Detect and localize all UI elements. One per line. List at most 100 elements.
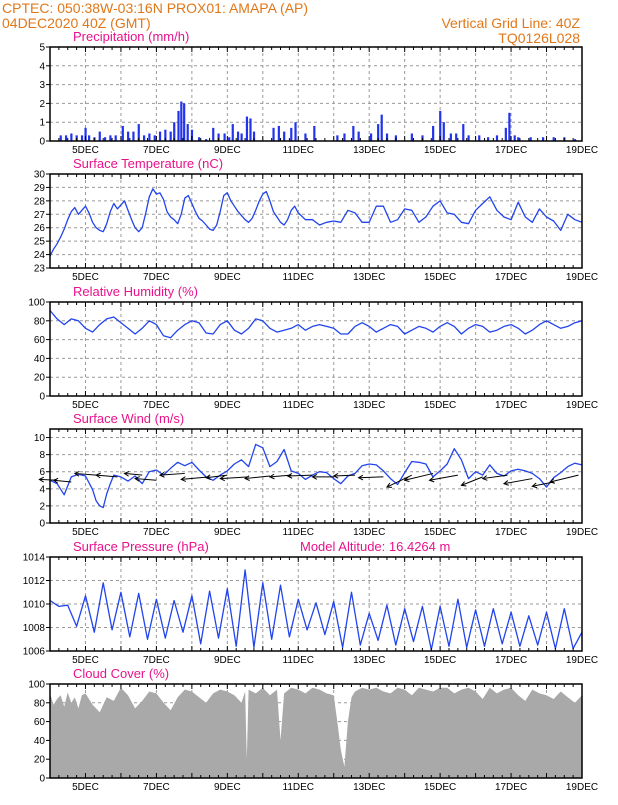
precip-bar <box>495 135 499 141</box>
precip-bar <box>142 135 146 141</box>
precip-bar <box>249 118 252 141</box>
x-tick-label: 11DEC <box>283 272 315 283</box>
wind-arrow-head <box>158 472 165 478</box>
x-tick-label: 13DEC <box>353 272 385 283</box>
wind-arrow <box>549 474 579 484</box>
wind-arrow-shaft <box>135 478 157 481</box>
x-tick-label: 13DEC <box>353 400 385 411</box>
wind-arrow-head <box>134 476 140 482</box>
precip-bar <box>245 116 249 141</box>
y-tick-label: 4 <box>39 484 45 495</box>
x-tick-label: 19DEC <box>566 782 598 793</box>
y-tick-label: 10 <box>34 433 46 444</box>
wind-arrow-shaft <box>205 474 228 479</box>
wind-arrow-shaft <box>503 478 533 485</box>
wind-arrow-head <box>180 476 187 482</box>
cloud-area <box>50 687 582 778</box>
precip-bar <box>343 133 346 141</box>
y-tick-label: 1006 <box>23 647 46 658</box>
y-tick-label: 1012 <box>23 576 46 587</box>
x-tick-label: 15DEC <box>424 145 456 156</box>
y-tick-label: 1014 <box>23 553 46 564</box>
wind-arrow <box>180 476 210 482</box>
x-tick-label: 17DEC <box>495 655 527 666</box>
precip-bar <box>164 129 167 141</box>
x-tick-label: 9DEC <box>214 272 241 283</box>
wind-arrow <box>286 473 313 479</box>
wind-arrow-head <box>268 473 275 480</box>
panel-annotation: Model Altitude: 16.4264 m <box>300 539 450 554</box>
y-tick-label: 40 <box>34 354 46 365</box>
y-tick-label: 60 <box>34 335 46 346</box>
precip-bar <box>80 135 84 141</box>
precip-bar <box>380 114 383 141</box>
precip-bar <box>313 125 316 141</box>
precip-bar <box>283 131 286 141</box>
y-tick-label: 80 <box>34 316 46 327</box>
x-tick-label: 5DEC <box>72 400 99 411</box>
y-tick-label: 1010 <box>23 600 46 611</box>
precip-bar <box>294 122 297 141</box>
rh-line <box>50 310 582 339</box>
wind-arrow <box>403 472 434 483</box>
precip-bar <box>573 139 577 141</box>
wind-arrow-shaft <box>532 481 554 487</box>
panel-frame <box>49 301 583 397</box>
y-tick-label: 80 <box>34 698 46 709</box>
x-tick-label: 9DEC <box>214 145 241 156</box>
wind-arrow <box>481 474 508 481</box>
precip-bar <box>529 137 532 141</box>
wind-arrow-head <box>286 473 293 479</box>
precip-bar <box>272 127 275 141</box>
x-tick-label: 15DEC <box>424 272 456 283</box>
x-tick-label: 9DEC <box>214 782 241 793</box>
x-tick-label: 11DEC <box>283 527 315 538</box>
wind-arrow-head <box>502 480 509 486</box>
header-run-time: 04DEC2020 40Z (GMT) <box>2 15 151 31</box>
precip-bar <box>385 133 389 141</box>
wind-arrow <box>52 477 72 484</box>
precip-bar <box>231 124 234 141</box>
precip-bar <box>439 110 442 141</box>
wind-arrow-shaft <box>96 474 118 478</box>
precip-bar <box>449 133 452 141</box>
wind-arrow <box>531 481 554 489</box>
x-tick-label: 7DEC <box>143 272 170 283</box>
wind-arrow-head <box>244 475 250 481</box>
wind-arrow <box>332 473 356 479</box>
x-tick-label: 9DEC <box>214 655 241 666</box>
wind-arrow-head <box>38 476 45 483</box>
precip-bar <box>552 137 555 141</box>
x-tick-label: 15DEC <box>424 527 456 538</box>
precip-bar <box>169 131 172 141</box>
wind-arrow-head <box>311 474 318 480</box>
wind-arrow-head <box>219 475 225 482</box>
x-tick-label: 19DEC <box>566 400 598 411</box>
wind-arrow <box>357 474 384 481</box>
wind-arrow-head <box>332 473 339 479</box>
pressure-line <box>50 569 582 651</box>
wind-arrow-shaft <box>404 472 434 481</box>
wind-arrow <box>73 470 97 477</box>
header-station-line: CPTEC: 050:38W-03:16N PROX01: AMAPA (AP) <box>2 0 308 16</box>
x-tick-label: 7DEC <box>143 782 170 793</box>
precip-bar <box>121 125 124 141</box>
wind-arrow <box>244 475 270 481</box>
precip-bar <box>432 125 435 141</box>
precip-bar <box>228 137 231 141</box>
x-tick-label: 17DEC <box>495 145 527 156</box>
precip-bar <box>487 137 490 141</box>
wind-arrow-head <box>385 482 392 488</box>
y-tick-label: 26 <box>34 223 46 234</box>
y-tick-label: 1008 <box>23 623 46 634</box>
x-tick-label: 5DEC <box>72 782 99 793</box>
wind-arrow <box>95 472 118 479</box>
x-tick-label: 19DEC <box>566 655 598 666</box>
y-tick-label: 28 <box>34 196 46 207</box>
x-tick-label: 5DEC <box>72 272 99 283</box>
precip-bar <box>148 133 151 141</box>
precip-bar <box>369 133 373 141</box>
wind-arrow-shaft <box>74 472 97 476</box>
panel-pressure: 1006 1008 1010 1012 1014 5DEC 7DEC 9DEC 11DEC 13D… <box>23 539 598 666</box>
precip-bar <box>177 110 180 141</box>
